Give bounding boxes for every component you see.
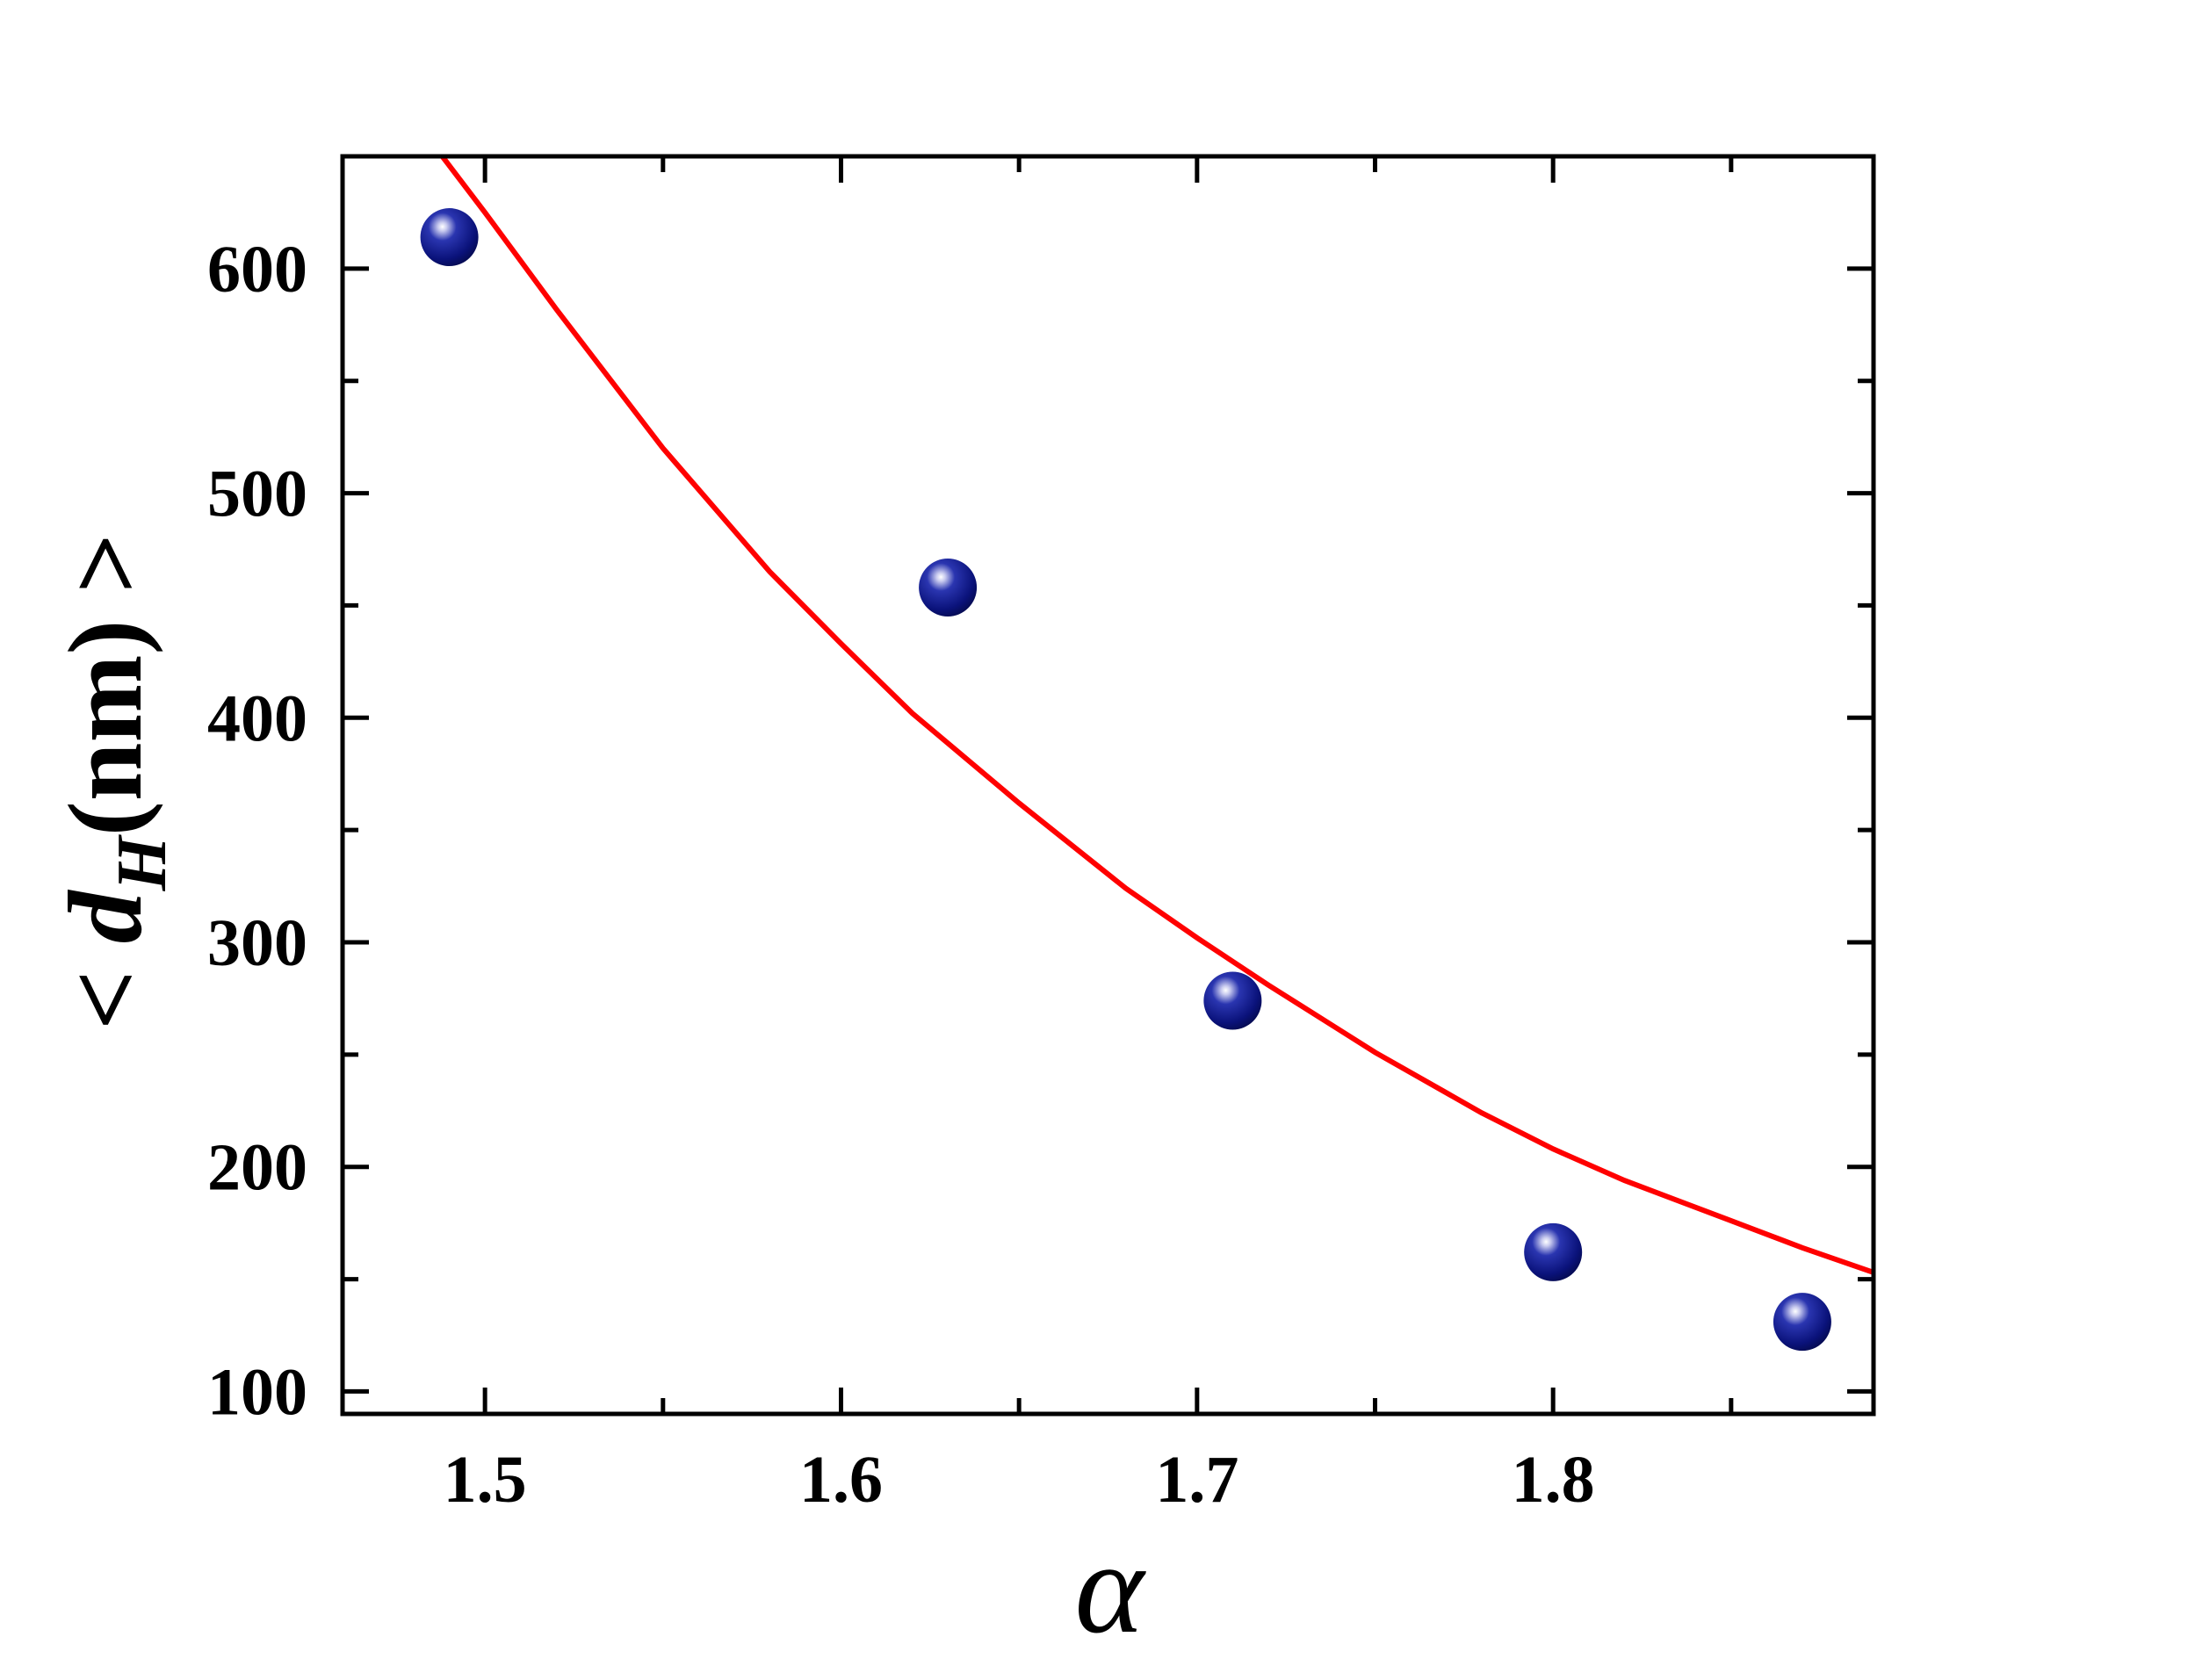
y-title-open: < xyxy=(47,970,163,1029)
data-point xyxy=(1524,1222,1583,1281)
y-tick-label: 500 xyxy=(207,458,307,531)
y-title-subscript: H xyxy=(104,833,181,891)
fit-curve xyxy=(440,156,1874,1275)
y-tick-label: 200 xyxy=(207,1131,307,1205)
y-tick-label: 300 xyxy=(207,906,307,980)
y-title-close: > xyxy=(47,533,163,593)
data-points xyxy=(420,208,1831,1352)
x-tick-label: 1.6 xyxy=(799,1443,883,1517)
plot-frame xyxy=(340,154,1876,1417)
y-tick-label: 400 xyxy=(207,681,307,755)
y-tick-label: 600 xyxy=(207,233,307,306)
data-point xyxy=(919,558,978,616)
x-tick-label: 1.8 xyxy=(1512,1443,1595,1517)
x-tick-label: 1.5 xyxy=(444,1443,527,1517)
data-point xyxy=(1203,971,1262,1030)
x-axis-title: α xyxy=(1075,1515,1147,1661)
fit-curve-layer xyxy=(440,156,1874,1275)
axis-ticks xyxy=(343,156,1874,1414)
tick-labels: 1.5 1.6 1.7 1.8 100 200 300 400 500 600 xyxy=(207,233,1595,1517)
y-title-symbol: d xyxy=(47,889,163,943)
y-axis-title: < dH(nm) > xyxy=(47,533,181,1030)
x-tick-label: 1.7 xyxy=(1155,1443,1238,1517)
y-tick-label: 100 xyxy=(207,1355,307,1429)
data-point xyxy=(1773,1293,1831,1352)
data-point xyxy=(420,208,479,267)
y-title-units: (nm) xyxy=(47,620,163,837)
